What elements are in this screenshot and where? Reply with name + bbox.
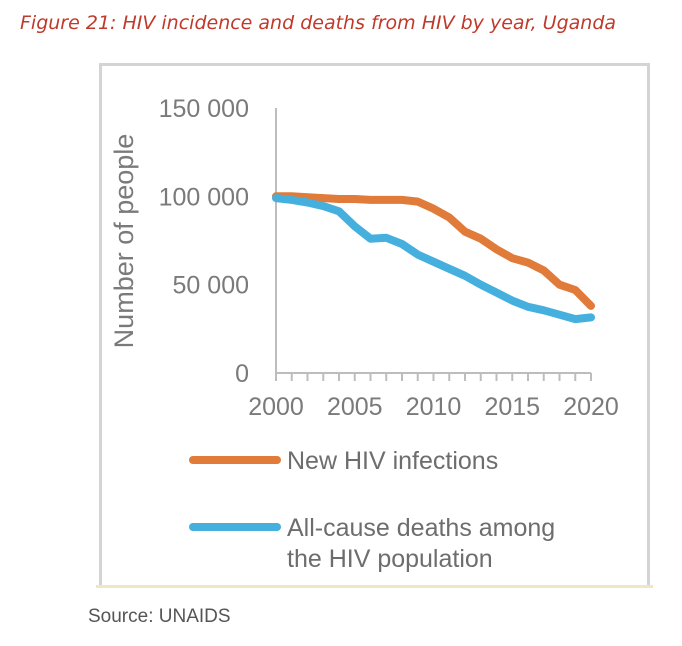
legend: New HIV infections All-cause deaths among… xyxy=(189,447,555,573)
series-line-1 xyxy=(272,192,595,310)
y-tick-label: 150 000 xyxy=(159,95,249,123)
x-tick-label: 2000 xyxy=(248,393,304,421)
y-tick-label: 100 000 xyxy=(159,183,249,211)
series-lines xyxy=(272,192,595,324)
figure-title: Figure 21: HIV incidence and deaths from… xyxy=(20,12,617,34)
chart-frame xyxy=(99,63,650,587)
y-axis-label-group: Number of people xyxy=(109,134,139,349)
x-tick-label: 2005 xyxy=(327,393,383,421)
y-tick-label: 0 xyxy=(235,360,249,388)
x-tick-label: 2020 xyxy=(563,393,619,421)
y-tick-label: 50 000 xyxy=(173,272,249,300)
legend-label-1: New HIV infections xyxy=(287,447,498,475)
frame-bottom-border xyxy=(96,585,653,588)
legend-label-2: All-cause deaths among the HIV population xyxy=(287,514,555,573)
source-note: Source: UNAIDS xyxy=(88,606,231,627)
axes: 2000 2005 2010 2015 2020 0 50 000 100 000 150 00… xyxy=(159,95,619,421)
y-axis-title: Number of people xyxy=(109,134,139,349)
series-line-2 xyxy=(272,194,595,324)
x-tick-label: 2010 xyxy=(406,393,462,421)
x-tick-label: 2015 xyxy=(484,393,540,421)
